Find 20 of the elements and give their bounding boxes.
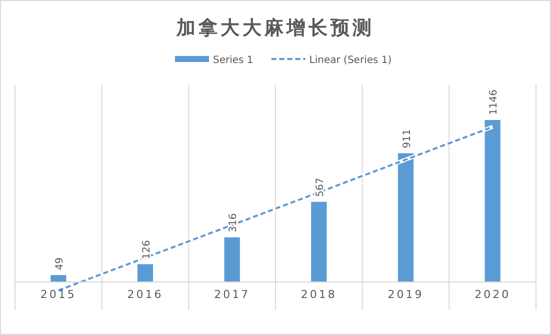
- x-tick-label: 2018: [300, 288, 337, 301]
- chart-title: 加拿大大麻增长预测: [176, 17, 374, 39]
- x-tick-label: 2016: [127, 288, 164, 301]
- data-label: 49: [54, 257, 66, 270]
- x-tick-label: 2017: [214, 288, 250, 301]
- data-label: 911: [402, 129, 413, 148]
- data-label: 316: [228, 213, 240, 232]
- legend-label: Linear (Series 1): [309, 55, 392, 66]
- data-label: 1146: [488, 90, 500, 115]
- bar: [311, 202, 327, 282]
- bar: [137, 264, 154, 282]
- bar: [50, 275, 66, 282]
- bar: [224, 237, 240, 282]
- x-tick-label: 2019: [388, 288, 424, 301]
- legend-label: Series 1: [213, 55, 254, 66]
- data-label: 126: [141, 240, 152, 260]
- bar: [398, 153, 414, 282]
- x-tick-label: 2015: [40, 288, 76, 301]
- data-label: 567: [314, 178, 326, 197]
- x-tick-label: 2020: [474, 288, 511, 301]
